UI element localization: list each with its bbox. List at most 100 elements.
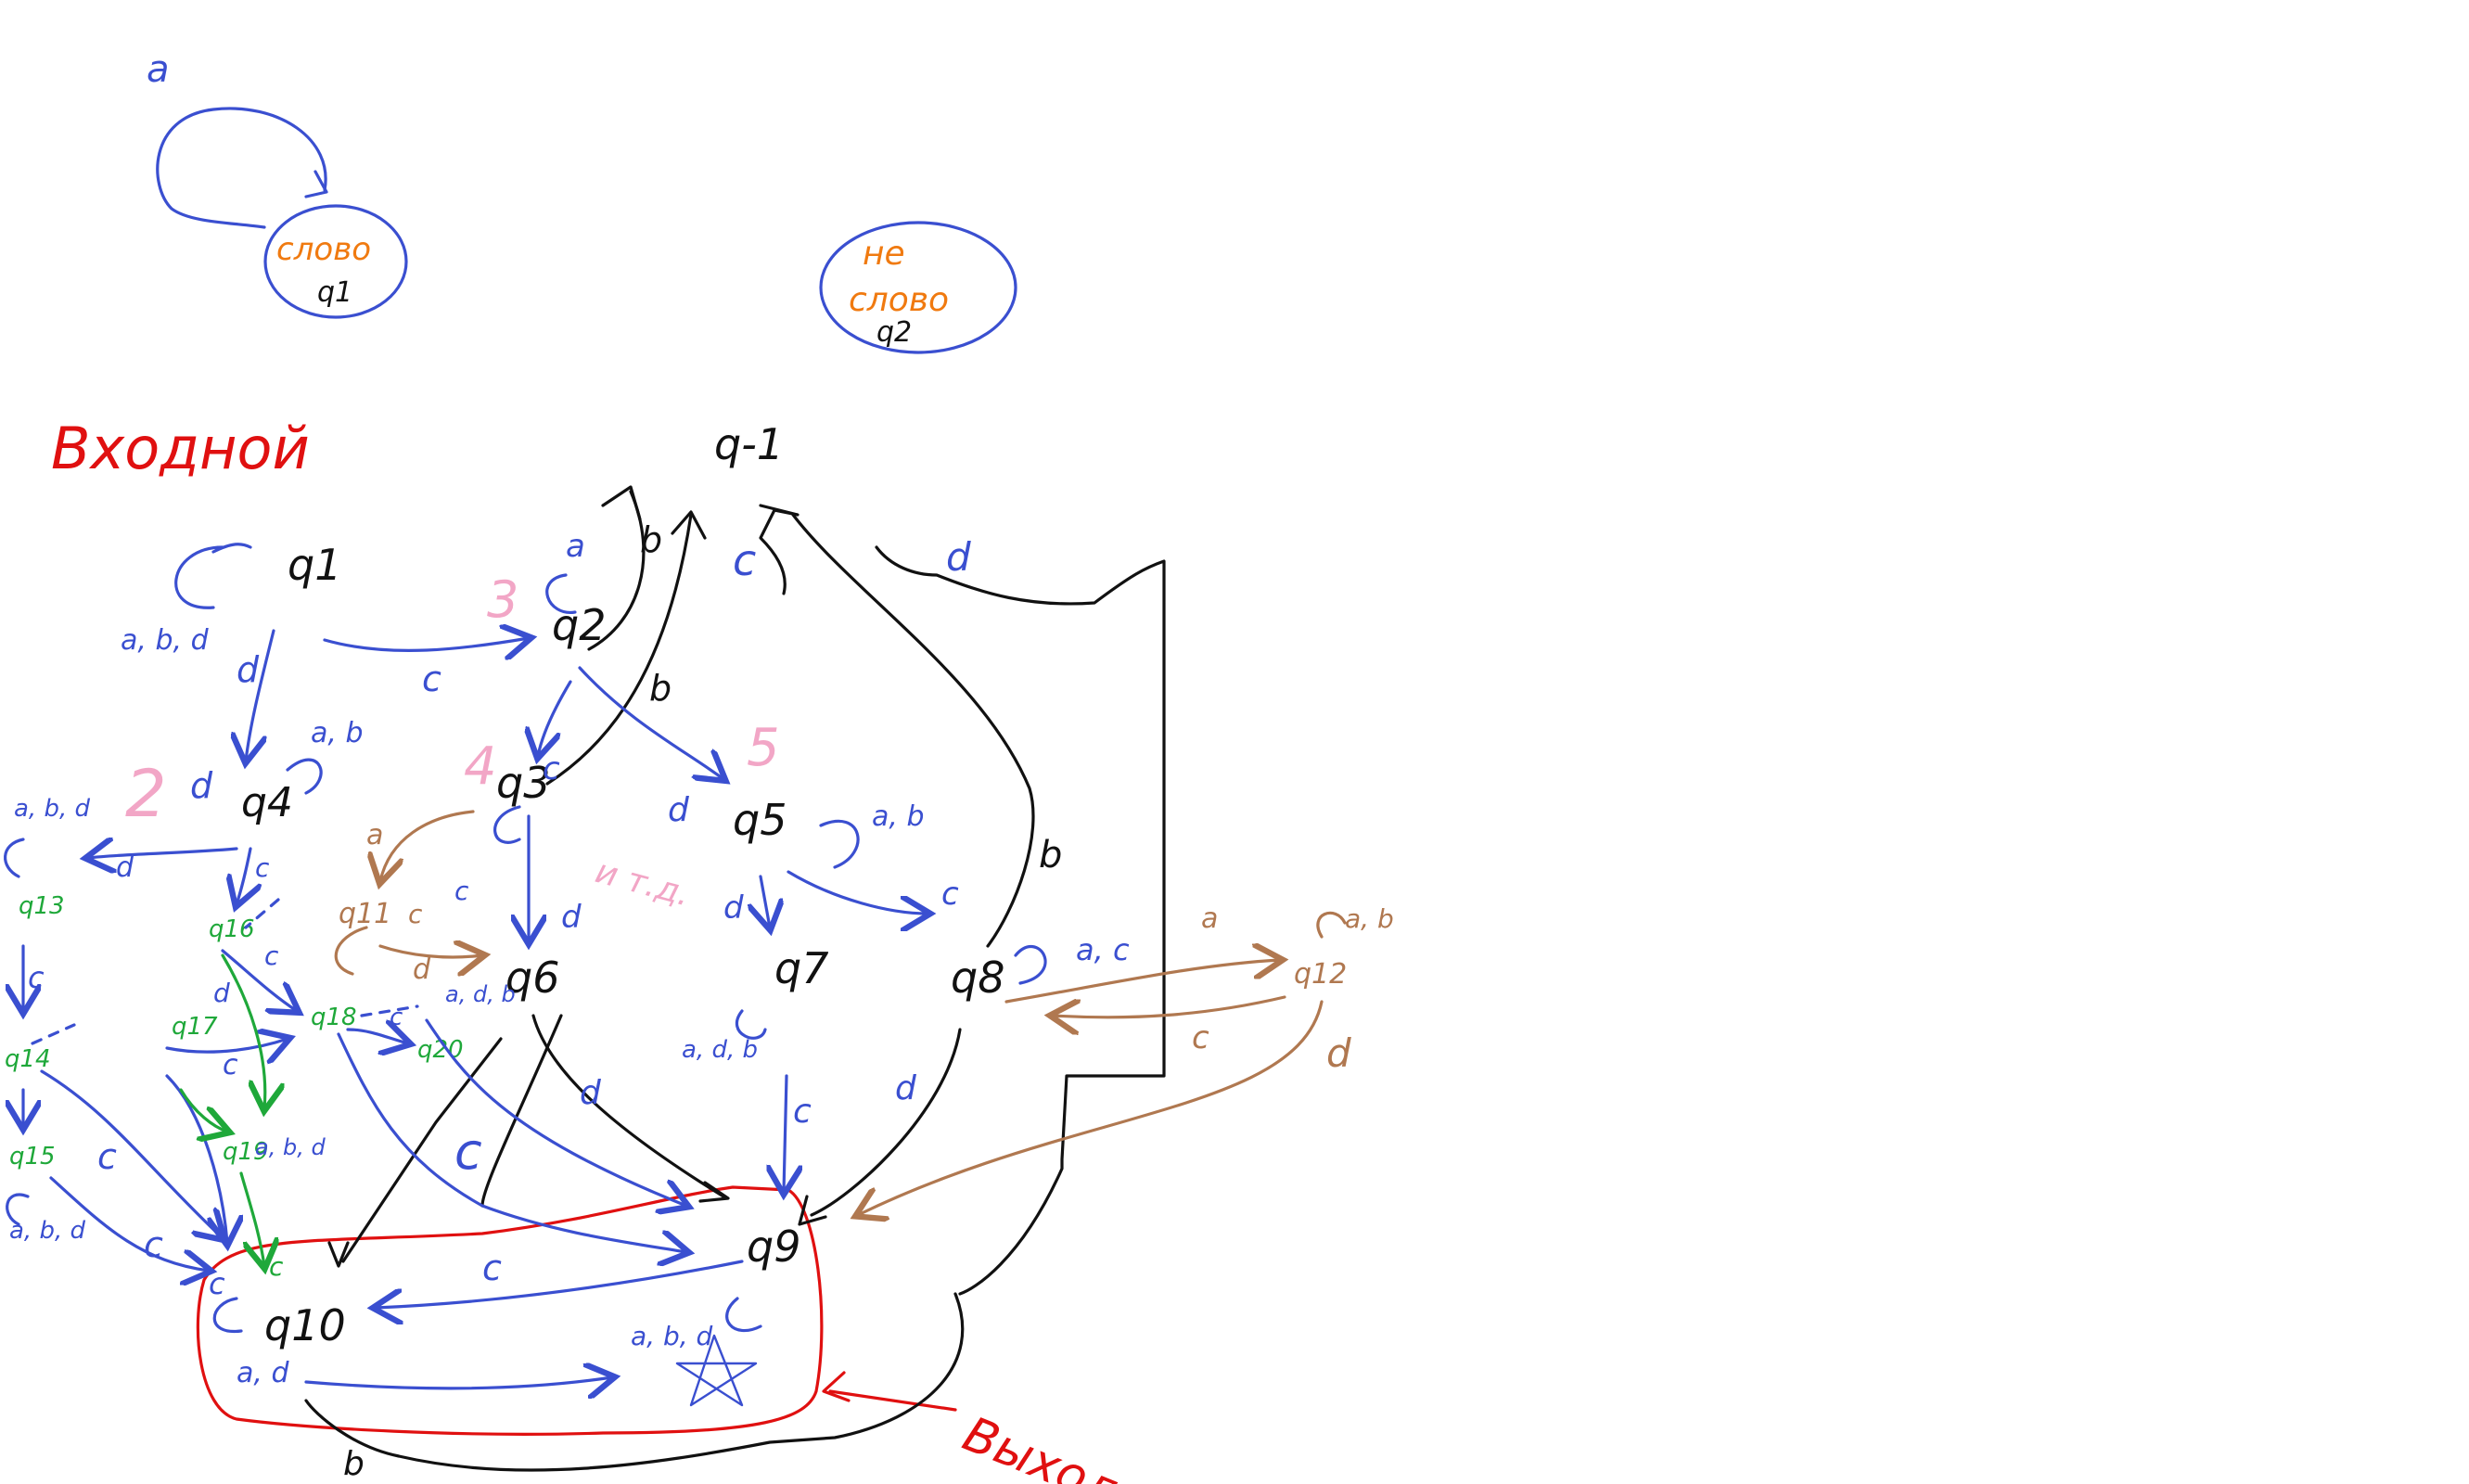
label-q1-loop: a, b, d [121,624,210,657]
label-q15-loop: a, b, d [9,1217,85,1245]
label-q3-q6: d [561,899,582,936]
legend-reject-line2: слово [849,281,949,319]
state-q12: q12 [1294,958,1347,991]
label-qm1-d: d [946,534,971,580]
legend-reject-line1: не [863,235,905,273]
pink-etc: и т.д. [592,852,695,914]
star-icon [675,1334,758,1407]
label-q8-q9: d [895,1069,917,1107]
label-q5-loop: a, b [872,800,925,833]
edge-q8-q9-arrow [798,1195,827,1226]
legend-reject-state: q2 [876,316,912,349]
legend-accept-arrowhead [304,170,328,198]
legend-accept-text: слово [276,231,371,268]
edge-q4-q13 [88,849,238,858]
label-q2-loop: a [566,528,585,565]
loop-q13 [4,838,25,878]
label-q9-q10: c [482,1247,502,1288]
loop-q10 [212,1297,243,1334]
edge-q3-q11 [380,810,475,881]
label-q18-c: c [390,1004,403,1031]
state-q2: q2 [552,600,606,650]
edge-q5-q8 [787,870,927,914]
label-q5-q7: d [723,889,744,927]
edge-q3-qm1 [545,513,693,786]
label-q1-q4: d [237,649,260,690]
label-q1-q2: c [422,659,441,699]
label-q11-c2: c [454,876,469,906]
edge-q10-bottom [304,1292,965,1472]
edge-q6-q9 [531,1014,725,1198]
edge-q8-q12 [1004,960,1280,1004]
state-q9: q9 [747,1222,800,1272]
input-label: Входной [51,415,310,482]
label-q16-d: d [213,978,230,1008]
label-q2-q3: c [543,750,560,787]
dashed-q4 [244,898,280,929]
brown-edges: a c d c a c d a, b [334,810,1394,1215]
loop-q8 [1014,944,1047,985]
state-q5: q5 [733,795,787,845]
pink-annotations: 3 2 4 5 и т.д. [125,570,780,915]
edge-q6-down [480,1014,563,1208]
legend-reject: не слово q2 [819,221,1017,354]
legend-accept-loop-label: a [147,48,170,91]
edge-q6-q9-arrow [698,1181,730,1203]
edge-q14-q10 [40,1069,223,1238]
pink-4: 4 [464,736,497,797]
loop-q4 [286,758,323,795]
loop-q1 [174,543,252,609]
edge-q18-q9 [337,1032,686,1252]
label-qm1-c: c [733,535,756,585]
state-q11: q11 [339,898,391,930]
legend-accept-circle [263,204,408,319]
state-q10: q10 [264,1300,346,1350]
edge-q17-q18 [165,1039,288,1052]
edge-q6-q10-arrow [327,1241,350,1268]
legend-reject-circle [819,221,1017,354]
label-q10-q9-b: b [343,1445,365,1483]
legend-accept-loop [156,107,327,229]
state-q14: q14 [5,1045,51,1073]
label-q6-q9: d [580,1074,602,1112]
edge-q1-q4 [246,629,275,761]
loop-q11 [334,926,368,976]
blue-edges [4,543,1047,1388]
label-q7-q9: c [793,1093,812,1131]
edge-qm1-q8 [791,513,1035,948]
label-q11-c: c [408,899,423,929]
edge-q15-q10 [49,1176,209,1271]
label-q2-qm1-b: b [640,519,662,560]
edge-q8-qm1-border [875,545,1166,1296]
state-q1: q1 [288,540,341,590]
state-q15: q15 [9,1143,56,1171]
edge-q16-q18 [221,949,297,1011]
loop-q15 [6,1193,30,1226]
edge-q16-q19 [221,953,265,1108]
label-q12-q8-c: c [1192,1019,1209,1056]
label-q20-adb: a, d, b [445,981,516,1007]
label-q10-loop: c [209,1266,225,1301]
qm1-entry-mark [759,504,800,595]
label-q16-c: c [264,940,279,971]
edge-q5-q7 [761,875,770,928]
pink-2: 2 [125,756,167,832]
dashed-q18 [360,1004,419,1017]
label-q10-ad: a, d [237,1357,289,1389]
output-label: Выходные [955,1406,1219,1484]
edge-q17-q10 [165,1074,227,1243]
edge-q20-q9 [425,1018,686,1206]
label-q8-q12-a: a [1201,902,1218,935]
edge-q10-q9 [304,1377,612,1388]
label-q11-d: d [413,953,431,986]
label-q4-loop: a, b [311,717,364,749]
label-q12-q9-d: d [1326,1030,1351,1076]
label-q19-abd: a, b, d [255,1134,326,1160]
loop-q2 [545,573,577,614]
label-q12-loop: a, b [1345,903,1394,934]
pink-3: 3 [487,570,518,629]
loop-q3 [493,805,521,844]
black-edges [304,485,1166,1472]
edge-q12-q9 [858,1000,1324,1215]
